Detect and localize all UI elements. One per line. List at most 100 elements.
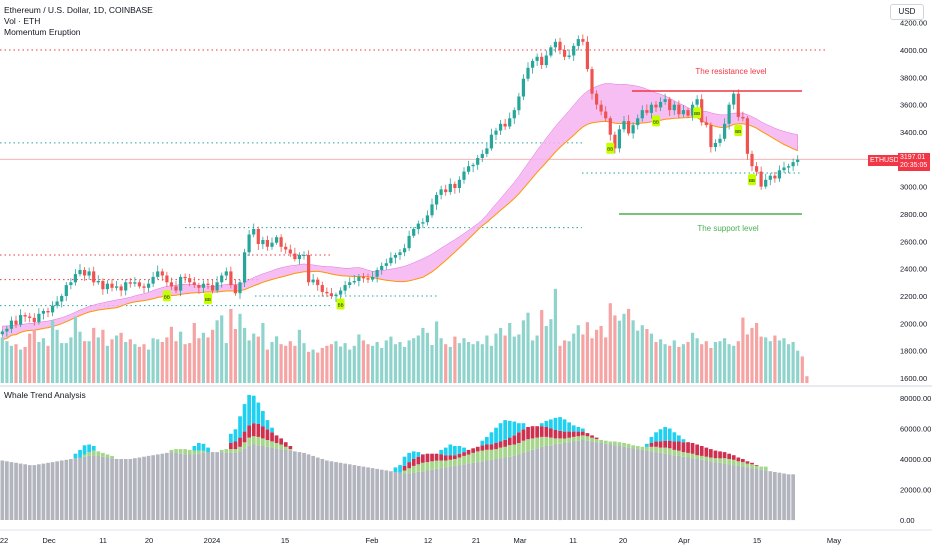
whale-bar-red [448,455,453,460]
candle-body [544,55,548,66]
volume-bar [211,329,215,383]
volume-bar [695,338,699,383]
whale-bar-cyan [507,420,512,438]
whale-bar-green [686,452,690,458]
candle-body [453,183,457,188]
whale-bar-cyan [261,411,265,427]
whale-bar-green [498,447,503,459]
candle-body [215,282,219,291]
whale-bar-base [329,461,334,520]
candle-body [147,283,151,288]
whale-bar-cyan [73,453,78,459]
whale-bar-cyan [393,467,398,472]
whale-bar-base [681,456,686,520]
candle-body [796,159,800,162]
whale-bar-base [549,445,553,520]
whale-bar-base [279,449,283,520]
whale-bar-base [238,451,242,520]
whale-bar-base [667,454,672,520]
volume-bar [261,323,265,383]
volume-bar [494,333,498,383]
whale-bar-green [407,468,411,474]
whale-bar-base [558,443,562,521]
volume-bar [64,343,68,383]
whale-bar-green [571,436,576,442]
whale-bar-green [635,446,640,449]
candle-body [28,316,32,318]
whale-bar-base [553,444,558,520]
whale-bar-green [224,449,229,453]
whale-bar-cyan [576,427,581,432]
whale-bar-base [782,473,786,520]
candle-body [787,166,791,168]
whale-bar-base [731,465,736,520]
volume-bar [60,343,64,383]
volume-bar [563,340,567,383]
whale-bar-green [480,450,485,462]
price-tick-label: 2000.00 [900,319,927,328]
whale-bar-green [434,460,439,469]
time-tick-label: Apr [678,536,690,545]
volume-bar [284,345,288,383]
whale-bar-cyan [494,427,498,443]
volume-bar [531,340,535,383]
volume-bar [55,329,59,383]
whale-bar-green [713,458,718,462]
whale-bar-green [439,460,443,469]
candle-body [508,118,512,127]
whale-bar-red [279,438,283,445]
whale-bar-green [457,457,462,466]
whale-bar-base [635,449,640,520]
whale-bar-base [384,470,389,520]
whale-bar-green [631,445,635,449]
candle-body [709,125,713,148]
volume-bar [5,341,9,383]
last-price-tag: ETHUSD 3197.01 20:35:05 [868,153,930,171]
candle-body [261,240,265,245]
candle-body [78,270,82,275]
volume-bar [206,337,210,383]
volume-bar [151,338,155,383]
whale-bar-base [544,446,549,520]
candle-body [288,249,292,254]
whale-bar-base [375,468,379,520]
candle-body [265,240,269,247]
candle-body [654,104,658,108]
volume-bar [457,343,461,383]
volume-bar [169,326,173,383]
volume-bar [732,345,736,383]
volume-bar [800,356,804,383]
whale-bar-cyan [489,432,494,445]
whale-bar-red [261,426,265,439]
volume-bar [444,344,448,383]
whale-bar-red [498,441,503,448]
whale-bar-green [110,455,114,459]
candle-body [124,282,128,291]
candle-body [494,130,498,135]
whale-bar-red [590,435,594,438]
candle-body [311,279,315,283]
whale-bar-red [512,435,517,445]
whale-bar-green [91,450,96,456]
currency-button[interactable]: USD [890,4,924,20]
candle-body [357,276,361,281]
whale-bar-base [389,471,393,520]
whale-bar-base [347,464,352,520]
whale-bar-base [567,442,571,520]
whale-bar-base [73,458,78,520]
whale-bar-base [146,455,151,520]
whale-bar-base [178,453,183,520]
candle-body [476,158,480,165]
candle-body [403,248,407,253]
whale-bar-cyan [667,428,672,441]
volume-bar [613,315,617,383]
volume-bar [87,341,91,383]
whale-bar-base [709,461,713,520]
volume-bar [339,346,343,383]
whale-bar-base [14,462,18,520]
whale-bar-base [265,446,270,520]
whale-bar-base [585,440,590,520]
support-label: The support level [697,224,759,233]
whale-bar-green [507,445,512,457]
